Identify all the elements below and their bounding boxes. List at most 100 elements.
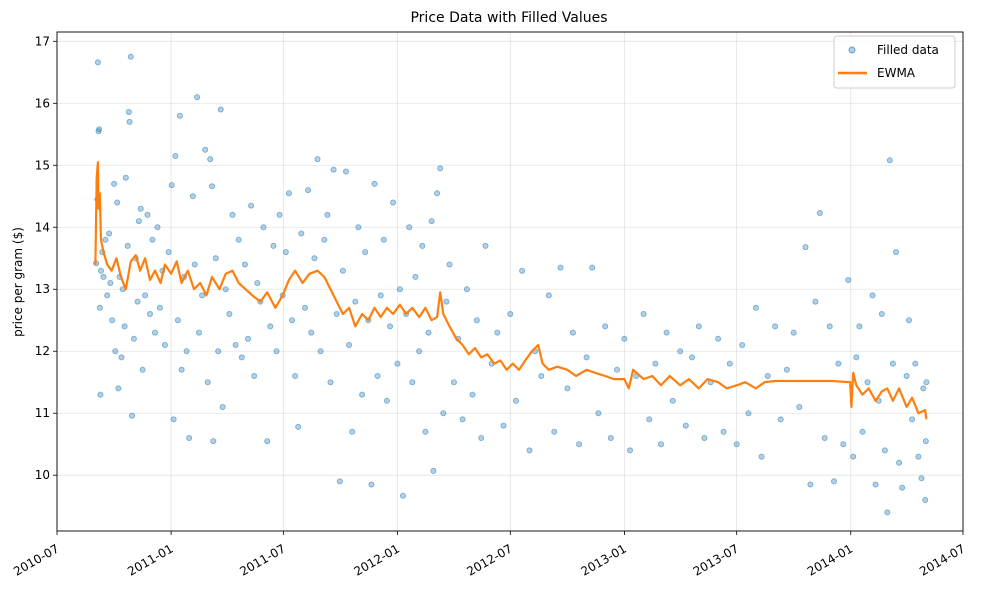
data-point: [314, 156, 321, 163]
data-point: [569, 329, 576, 336]
data-point: [267, 323, 274, 330]
data-point: [412, 273, 419, 280]
data-point: [127, 53, 134, 60]
data-point: [915, 453, 922, 460]
data-point: [102, 236, 109, 243]
data-point: [189, 193, 196, 200]
data-point: [772, 323, 779, 330]
data-point: [308, 329, 315, 336]
data-point: [222, 286, 229, 293]
data-point: [146, 310, 153, 317]
data-point: [260, 224, 267, 231]
y-tick-label: 13: [35, 282, 50, 296]
data-point: [170, 416, 177, 423]
data-point: [301, 304, 308, 311]
data-point: [94, 59, 101, 66]
data-point: [235, 236, 242, 243]
data-point: [311, 255, 318, 262]
data-point: [473, 317, 480, 324]
data-point: [107, 279, 114, 286]
data-point: [745, 410, 752, 417]
data-point: [682, 422, 689, 429]
data-point: [336, 478, 343, 485]
data-point: [96, 304, 103, 311]
data-point: [98, 267, 105, 274]
data-point: [864, 379, 871, 386]
data-point: [621, 335, 628, 342]
data-point: [254, 279, 261, 286]
data-point: [232, 341, 239, 348]
data-point: [321, 236, 328, 243]
data-point: [204, 379, 211, 386]
data-point: [906, 317, 913, 324]
data-point: [324, 211, 331, 218]
data-point: [831, 478, 838, 485]
data-point: [339, 267, 346, 274]
data-point: [443, 298, 450, 305]
data-point: [248, 202, 255, 209]
legend: Filled data EWMA: [833, 35, 956, 89]
data-point: [114, 199, 121, 206]
data-point: [156, 304, 163, 311]
y-tick-label: 11: [35, 406, 50, 420]
data-point: [576, 441, 583, 448]
data-point: [352, 298, 359, 305]
data-point: [285, 190, 292, 197]
data-point: [115, 385, 122, 392]
data-point: [640, 310, 647, 317]
data-point: [327, 379, 334, 386]
data-point: [210, 438, 217, 445]
data-point: [595, 410, 602, 417]
y-tick-label: 12: [35, 344, 50, 358]
data-point: [118, 354, 125, 361]
data-point: [884, 509, 891, 516]
data-point: [186, 434, 193, 441]
scatter-points: [93, 53, 930, 516]
data-point: [406, 224, 413, 231]
data-point: [355, 224, 362, 231]
data-point: [212, 255, 219, 262]
data-point: [715, 335, 722, 342]
data-point: [777, 416, 784, 423]
data-point: [881, 447, 888, 454]
data-point: [551, 428, 558, 435]
data-point: [183, 348, 190, 355]
y-tick-label: 10: [35, 468, 50, 482]
data-point: [419, 242, 426, 249]
data-point: [416, 348, 423, 355]
data-point: [446, 261, 453, 268]
y-tick-label: 14: [35, 220, 50, 234]
data-point: [859, 428, 866, 435]
data-point: [317, 348, 324, 355]
data-point: [912, 360, 919, 367]
data-point: [869, 292, 876, 299]
y-tick-label: 16: [35, 96, 50, 110]
data-point: [652, 360, 659, 367]
data-point: [399, 492, 406, 499]
data-point: [646, 416, 653, 423]
data-point: [845, 276, 852, 283]
data-point: [229, 211, 236, 218]
data-point: [124, 242, 131, 249]
data-point: [840, 441, 847, 448]
data-point: [922, 496, 929, 503]
data-point: [377, 292, 384, 299]
data-point: [440, 410, 447, 417]
data-point: [918, 475, 925, 482]
data-point: [826, 323, 833, 330]
data-point: [380, 236, 387, 243]
data-point: [459, 416, 466, 423]
data-point: [396, 286, 403, 293]
data-point: [371, 180, 378, 187]
data-point: [100, 273, 107, 280]
ewma-line-group: [94, 161, 928, 420]
ewma-line: [94, 161, 928, 420]
data-point: [168, 182, 175, 189]
data-point: [507, 310, 514, 317]
data-point: [144, 211, 151, 218]
data-point: [903, 372, 910, 379]
data-point: [922, 438, 929, 445]
data-point: [816, 209, 823, 216]
data-point: [658, 441, 665, 448]
